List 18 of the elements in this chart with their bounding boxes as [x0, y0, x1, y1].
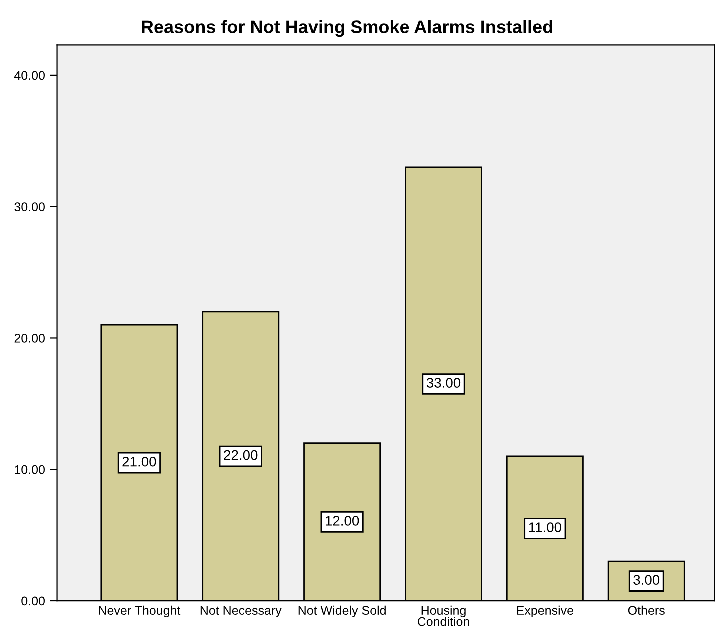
x-tick-label: Not Widely Sold: [298, 606, 386, 618]
data-label: 22.00: [224, 450, 258, 460]
y-tick-label: 30.00: [14, 202, 45, 212]
data-label: 11.00: [529, 522, 562, 532]
data-label: 12.00: [326, 516, 360, 526]
y-tick-label: 10.00: [15, 465, 45, 474]
data-label: 3.00: [634, 575, 660, 586]
x-tick-label: Others: [628, 606, 665, 616]
x-tick-label: Not Necessary: [200, 606, 282, 618]
x-tick-label: Housing Condition: [418, 606, 470, 626]
y-tick-label: 40.00: [14, 71, 45, 80]
y-tick-label: 20.00: [14, 334, 45, 343]
data-label: 21.00: [122, 456, 156, 467]
x-tick-label: Expensive: [517, 606, 574, 618]
chart-title: Reasons for Not Having Smoke Alarms Installed: [142, 20, 552, 38]
data-label: 33.00: [426, 378, 461, 388]
x-tick-label: Never Thought: [99, 606, 181, 618]
y-tick-label: 0.00: [22, 596, 45, 606]
